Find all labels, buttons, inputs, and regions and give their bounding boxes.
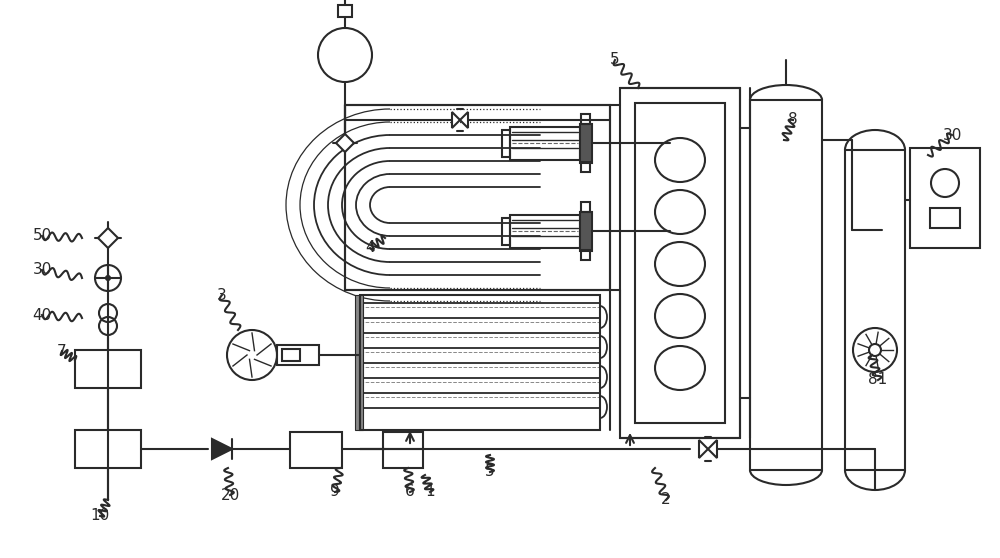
Polygon shape	[460, 112, 468, 128]
Text: 20: 20	[220, 488, 240, 503]
Text: 9: 9	[330, 484, 340, 499]
Bar	[510, 127, 580, 160]
Text: 1: 1	[425, 484, 435, 499]
Polygon shape	[336, 134, 354, 152]
Circle shape	[106, 276, 110, 280]
Text: 30: 30	[942, 127, 962, 142]
Bar	[620, 88, 740, 438]
Text: 6: 6	[405, 484, 415, 499]
Bar	[345, 105, 610, 290]
Bar	[75, 430, 141, 468]
Bar	[580, 124, 592, 163]
Text: 8: 8	[788, 113, 798, 127]
Circle shape	[869, 344, 881, 356]
Text: 3: 3	[217, 287, 227, 302]
Bar	[510, 215, 580, 248]
Bar	[383, 432, 423, 468]
Bar	[581, 162, 590, 172]
Bar	[277, 345, 319, 365]
Text: 5: 5	[485, 464, 495, 479]
Text: 4: 4	[365, 240, 375, 256]
Bar	[750, 100, 822, 470]
Bar	[502, 218, 510, 245]
Bar	[581, 202, 590, 212]
Text: 81: 81	[868, 373, 888, 387]
Bar	[355, 295, 363, 430]
Bar	[581, 114, 590, 124]
Text: 10: 10	[90, 508, 110, 523]
Bar	[502, 130, 510, 157]
Bar	[845, 150, 905, 470]
Polygon shape	[452, 112, 460, 128]
Text: 30: 30	[32, 262, 52, 277]
Text: 50: 50	[32, 228, 52, 243]
Polygon shape	[98, 228, 118, 248]
Text: 2: 2	[661, 493, 671, 507]
Bar	[580, 212, 592, 251]
Bar	[581, 250, 590, 260]
Bar	[290, 432, 342, 468]
Bar	[338, 5, 352, 17]
Bar	[930, 208, 960, 228]
Polygon shape	[708, 440, 717, 458]
Text: 5: 5	[610, 52, 620, 68]
Bar	[635, 103, 725, 423]
Bar	[910, 148, 980, 248]
Polygon shape	[699, 440, 708, 458]
Bar	[282, 349, 300, 361]
Bar	[75, 350, 141, 388]
Bar	[360, 295, 600, 430]
Text: 40: 40	[32, 307, 52, 323]
Polygon shape	[212, 439, 232, 459]
Text: 7: 7	[57, 344, 67, 358]
